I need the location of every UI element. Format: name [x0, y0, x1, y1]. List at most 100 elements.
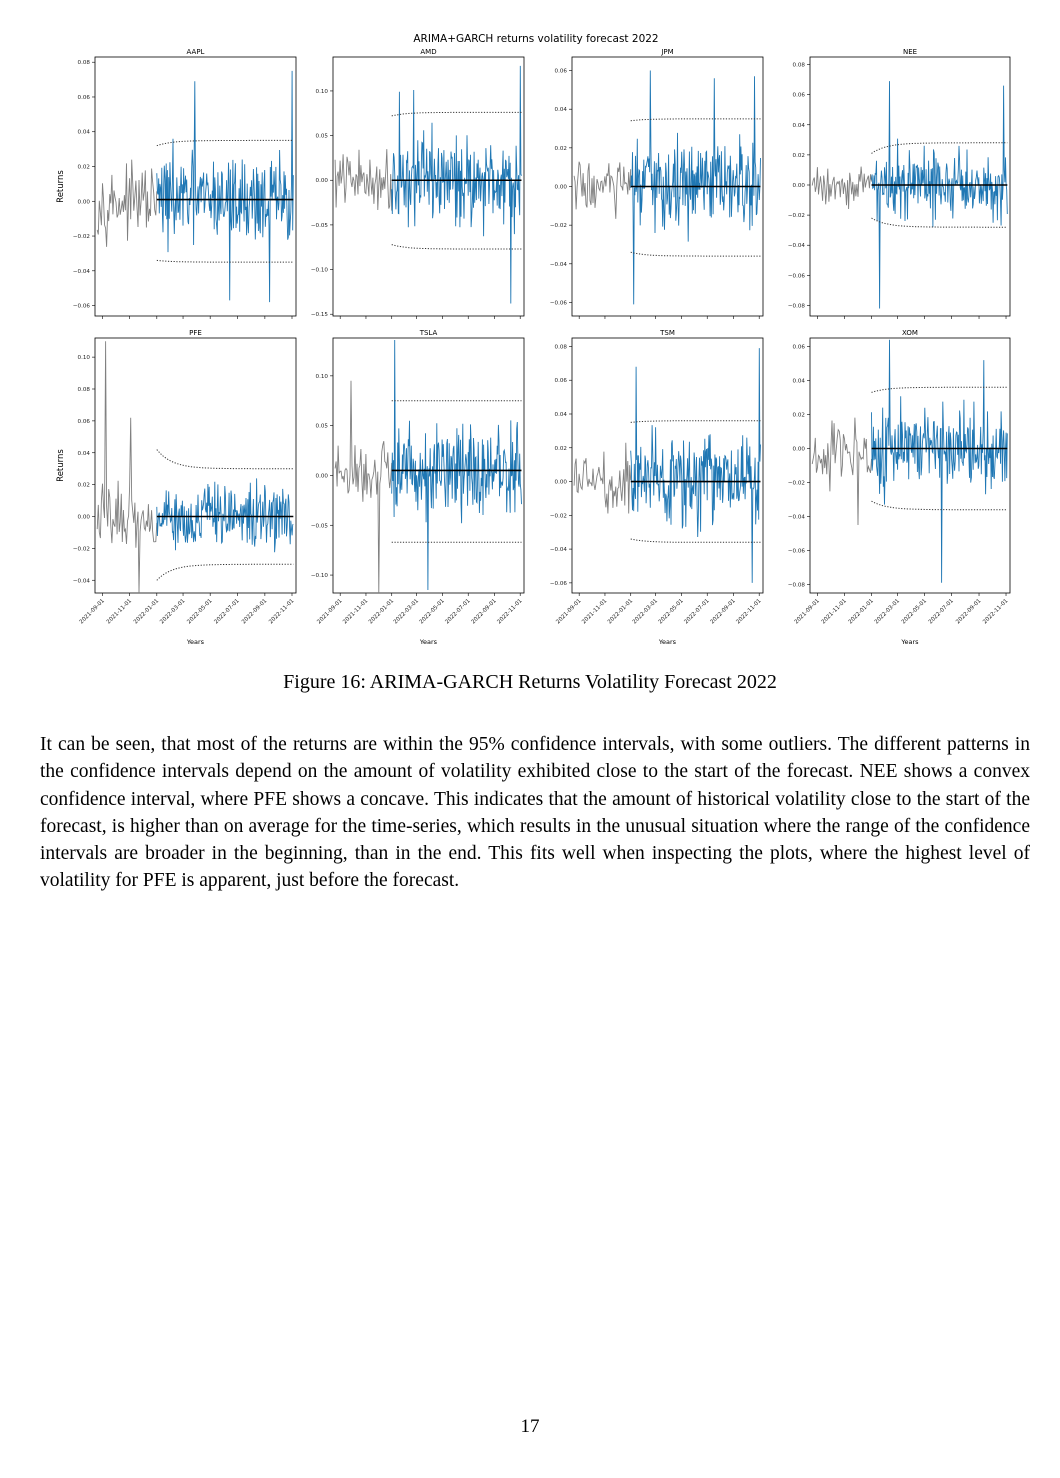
ci-lower-line	[630, 251, 761, 257]
x-tick-label: 2021-11-01	[821, 598, 849, 626]
y-tick-label: −0.02	[73, 546, 90, 552]
subplot-amd: AMD −0.15 −0.10 −0.05 0.00 0.05 0.10	[311, 48, 525, 319]
y-tick-label: 0.04	[78, 451, 91, 457]
y-tick-label: −0.15	[311, 312, 329, 318]
x-tick-label: 2022-05-01	[901, 598, 929, 626]
y-tick-label: −0.06	[788, 549, 806, 555]
y-tick-label: 0.06	[793, 93, 806, 99]
x-tick-label: 2022-01-01	[607, 598, 635, 626]
x-tick-label: 2022-07-01	[444, 598, 472, 626]
forecast-series-line	[156, 70, 294, 303]
subplot-pfe: PFE −0.04 −0.02 0.00 0.02 0.04 0.06 0.08 0.10 202…	[56, 329, 297, 646]
y-tick-label: 0.00	[793, 183, 806, 189]
y-tick-label: −0.04	[788, 243, 806, 249]
y-tick-label: −0.04	[550, 547, 568, 553]
ci-lower-line	[630, 538, 761, 543]
ci-lower-line	[391, 244, 522, 250]
subplot-title: NEE	[903, 48, 917, 56]
ci-upper-line	[156, 449, 294, 470]
y-tick-label: 0.04	[793, 379, 806, 385]
y-axis-label: Returns	[56, 170, 66, 203]
forecast-series-line	[630, 348, 761, 583]
y-tick-label: 0.05	[316, 424, 329, 430]
x-tick-label: 2022-03-01	[874, 598, 902, 626]
history-series-line	[96, 341, 158, 594]
forecast-series-line	[871, 339, 1008, 583]
forecast-series-line	[391, 65, 522, 304]
subplot-title: TSM	[659, 329, 675, 337]
x-tick-label: 2022-03-01	[393, 598, 421, 626]
y-tick-label: 0.02	[78, 483, 90, 489]
x-tick-label: 2022-09-01	[955, 598, 983, 626]
body-paragraph: It can be seen, that most of the returns…	[40, 734, 1030, 892]
ci-lower-line	[156, 259, 294, 263]
y-tick-label: 0.04	[555, 107, 568, 113]
subplot-xom: XOM −0.08 −0.06 −0.04 −0.02 0.00 0.02 0.04 0.06 2…	[788, 329, 1011, 646]
y-tick-label: −0.02	[73, 234, 90, 240]
y-tick-label: −0.06	[788, 273, 806, 279]
x-tick-label: 2022-01-01	[848, 598, 876, 626]
y-tick-label: 0.10	[316, 89, 329, 95]
subplot-frame	[571, 337, 764, 594]
x-tick-label: 2021-11-01	[342, 598, 370, 626]
y-tick-label: −0.08	[788, 583, 806, 589]
x-tick-label: 2022-11-01	[268, 598, 296, 626]
x-axis-label: Years	[658, 638, 677, 646]
subplot-title: PFE	[189, 329, 202, 337]
x-tick-label: 2022-07-01	[928, 598, 956, 626]
y-tick-label: 0.04	[555, 412, 568, 418]
y-tick-label: −0.10	[311, 268, 329, 274]
y-tick-label: −0.08	[788, 303, 806, 309]
y-tick-label: 0.04	[78, 130, 91, 136]
ci-upper-line	[630, 420, 761, 423]
y-tick-label: 0.06	[793, 345, 806, 351]
y-tick-label: −0.04	[73, 578, 91, 584]
y-tick-label: −0.10	[311, 573, 329, 579]
history-series-line	[811, 417, 872, 526]
x-tick-label: 2021-09-01	[794, 598, 822, 626]
x-axis-label: Years	[186, 638, 205, 646]
y-tick-label: 0.08	[78, 387, 91, 393]
x-tick-label: 2022-05-01	[658, 598, 686, 626]
y-tick-label: −0.02	[550, 513, 567, 519]
x-tick-label: 2021-09-01	[79, 598, 107, 626]
y-tick-label: 0.10	[78, 355, 91, 361]
x-tick-label: 2022-09-01	[471, 598, 499, 626]
y-tick-label: 0.05	[316, 134, 329, 140]
subplot-nee: NEE −0.08 −0.06 −0.04 −0.02 0.00 0.02 0.04 0.06 0…	[788, 48, 1011, 319]
ci-upper-line	[391, 111, 522, 117]
x-tick-label: 2022-11-01	[982, 598, 1010, 626]
y-tick-label: 0.00	[316, 473, 329, 479]
ci-upper-line	[630, 118, 761, 122]
x-tick-label: 2022-11-01	[496, 598, 524, 626]
subplot-frame	[809, 337, 1011, 594]
y-tick-label: 0.06	[555, 378, 568, 384]
x-tick-label: 2021-11-01	[581, 598, 609, 626]
x-tick-label: 2021-09-01	[316, 598, 344, 626]
x-tick-label: 2022-11-01	[735, 598, 763, 626]
y-tick-label: −0.06	[550, 581, 568, 587]
y-tick-label: −0.05	[311, 223, 329, 229]
figure-suptitle: ARIMA+GARCH returns volatility forecast …	[413, 33, 658, 45]
x-tick-label: 2022-09-01	[241, 598, 269, 626]
ci-upper-line	[871, 142, 1008, 154]
subplot-aapl: AAPL −0.06 −0.04 −0.02 0.00 0.02 0.04 0.06 0.08 R…	[56, 48, 297, 319]
ci-upper-line	[156, 139, 294, 147]
history-series-line	[573, 161, 632, 219]
history-series-line	[334, 149, 393, 211]
y-tick-label: 0.06	[78, 95, 91, 101]
x-axis-label: Years	[419, 638, 438, 646]
subplot-jpm: JPM −0.06 −0.04 −0.02 0.00 0.02 0.04 0.06	[550, 48, 764, 319]
y-tick-label: −0.04	[788, 515, 806, 521]
y-tick-label: −0.02	[788, 213, 805, 219]
figure-svg: ARIMA+GARCH returns volatility forecast …	[56, 33, 1011, 646]
x-tick-label: 2022-05-01	[419, 598, 447, 626]
history-series-line	[811, 166, 872, 210]
figure: ARIMA+GARCH returns volatility forecast …	[0, 0, 1060, 660]
subplot-tsm: TSM −0.06 −0.04 −0.02 0.00 0.02 0.04 0.06 0.08 20…	[550, 329, 764, 646]
subplot-tsla: TSLA −0.10 −0.05 0.00 0.05 0.10 2021-09-012021…	[311, 329, 525, 646]
forecast-series-line	[156, 478, 294, 553]
y-tick-label: 0.02	[555, 446, 567, 452]
x-tick-label: 2022-05-01	[186, 598, 214, 626]
forecast-series-line	[391, 339, 522, 591]
